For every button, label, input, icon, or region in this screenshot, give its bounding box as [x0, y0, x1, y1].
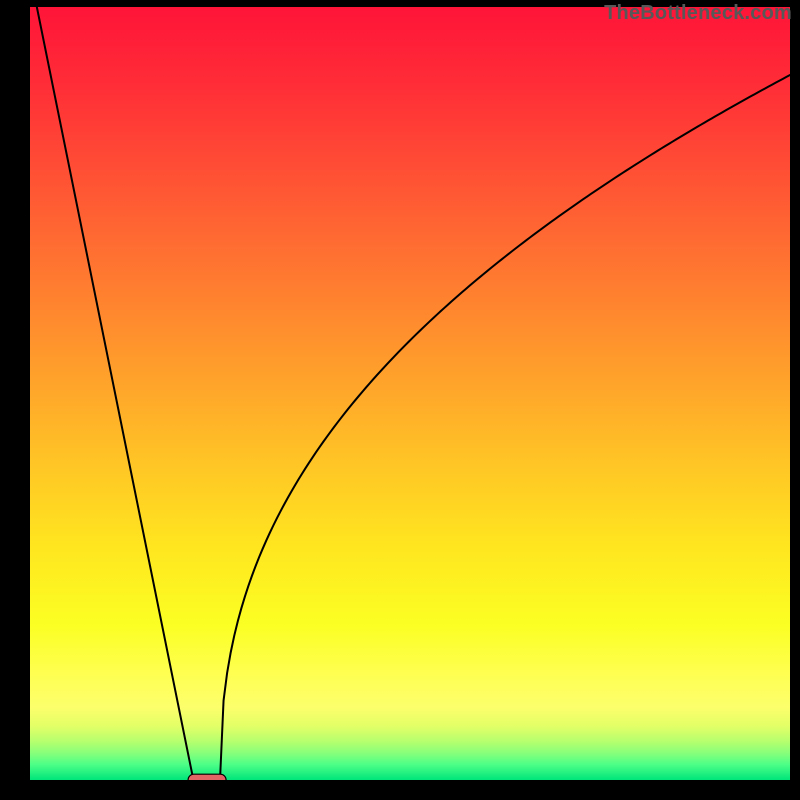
chart-container: TheBottleneck.com [0, 0, 800, 800]
plot-area [30, 7, 790, 780]
watermark-text: TheBottleneck.com [604, 2, 792, 25]
gradient-background [30, 7, 790, 780]
bottleneck-marker [188, 774, 226, 780]
